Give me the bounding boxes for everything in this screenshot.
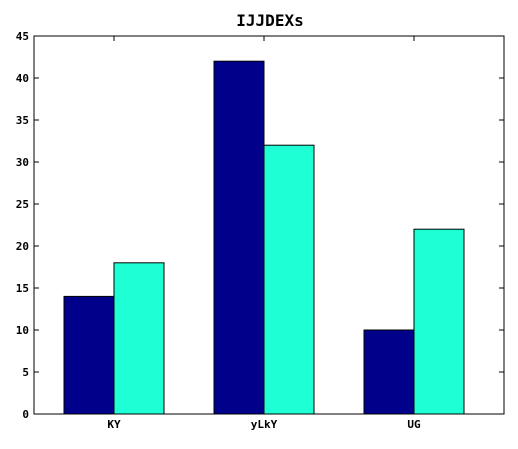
x-tick-label: yLkY (251, 418, 278, 431)
x-tick-label: UG (407, 418, 421, 431)
y-tick-label: 30 (16, 156, 29, 169)
x-tick-label: KY (107, 418, 121, 431)
y-tick-label: 10 (16, 324, 29, 337)
y-tick-label: 5 (22, 366, 29, 379)
bar-yLkY-series-2 (263, 144, 315, 415)
y-tick-label: 35 (16, 114, 29, 127)
y-tick-labels: 0 5 10 15 20 25 30 35 40 45 (16, 30, 29, 421)
bar-yLkY-series-1 (213, 60, 265, 415)
bar-UG-series-1 (363, 329, 415, 415)
y-tick-label: 15 (16, 282, 29, 295)
y-tick-label: 40 (16, 72, 29, 85)
chart-title: IJJDEXs (236, 11, 303, 30)
plot-frame (33, 35, 505, 415)
bars-group (63, 60, 465, 415)
bar-KY-series-2 (113, 262, 165, 415)
y-tick-label: 0 (22, 408, 29, 421)
y-tick-label: 45 (16, 30, 29, 43)
y-tick-label: 25 (16, 198, 29, 211)
bar-UG-series-2 (413, 228, 465, 415)
y-tick-label: 20 (16, 240, 29, 253)
x-tick-labels: KY yLkY UG (107, 418, 421, 431)
bar-KY-series-1 (63, 295, 115, 415)
